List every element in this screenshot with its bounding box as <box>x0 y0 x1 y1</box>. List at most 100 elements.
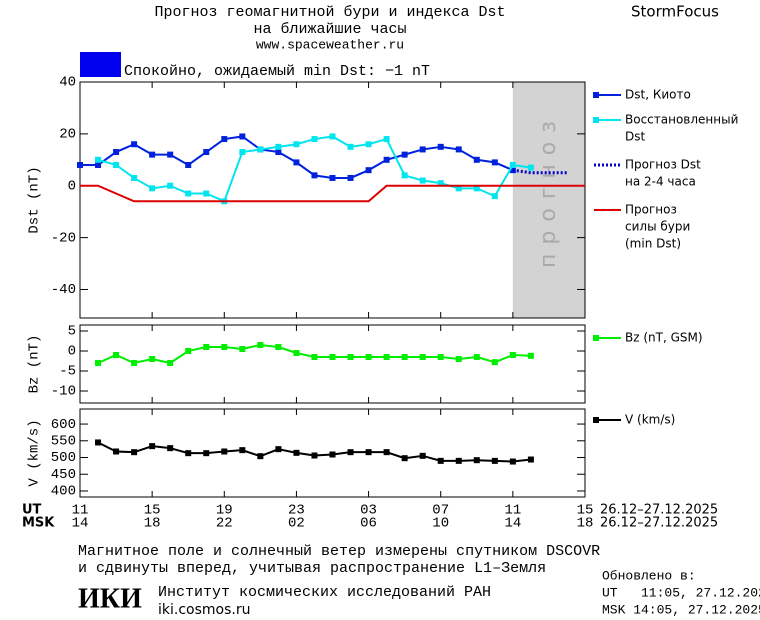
marker <box>95 161 102 168</box>
title: Прогноз геомагнитной бури и индекса Dst <box>154 4 505 21</box>
marker <box>383 136 390 143</box>
marker <box>257 342 264 348</box>
updated: UT 11:05, 27.12.2025 <box>602 585 760 600</box>
x-tick-label: 07 <box>432 503 449 519</box>
marker <box>365 167 372 174</box>
marker <box>311 452 318 459</box>
marker <box>293 159 300 166</box>
x-range-label: 26.12–27.12.2025 <box>600 503 718 518</box>
marker <box>95 439 102 446</box>
marker <box>167 182 174 189</box>
marker <box>419 177 426 184</box>
y-tick-label: 5 <box>68 324 76 340</box>
marker <box>491 193 498 200</box>
legend-marker <box>593 117 599 123</box>
forecast-region <box>512 82 585 318</box>
marker <box>167 360 174 366</box>
marker <box>383 354 390 360</box>
y-tick-label: 500 <box>51 450 76 466</box>
forecast-label: прогноз <box>536 112 561 268</box>
marker <box>95 360 102 366</box>
marker <box>347 174 354 181</box>
marker <box>293 449 300 456</box>
site: iki.cosmos.ru <box>158 602 250 618</box>
legend-marker <box>593 335 599 341</box>
marker <box>491 457 498 464</box>
note: и сдвинуты вперед, учитывая распростране… <box>78 560 546 577</box>
x-row-label: MSK <box>22 516 55 531</box>
marker <box>95 156 102 163</box>
x-tick-label: 14 <box>72 516 89 532</box>
marker <box>221 448 228 455</box>
marker <box>365 449 372 456</box>
marker <box>473 457 480 464</box>
y-tick-label: -5 <box>59 364 76 380</box>
x-range-label: 26.12–27.12.2025 <box>600 516 718 531</box>
y-tick-label: 450 <box>51 467 76 483</box>
y-axis-label: V (km/s) <box>27 419 43 486</box>
y-axis-label: Bz (nT) <box>27 335 43 394</box>
series-line <box>80 184 585 203</box>
marker <box>149 443 156 450</box>
x-row-label: UT <box>22 503 42 518</box>
series-line <box>97 135 532 203</box>
marker <box>401 455 408 462</box>
note: Магнитное поле и солнечный ветер измерен… <box>78 543 600 560</box>
marker <box>131 141 138 148</box>
x-tick-label: 22 <box>216 516 233 532</box>
status: Спокойно, ожидаемый min Dst: −1 nT <box>124 63 430 80</box>
marker <box>509 352 516 358</box>
y-tick-label: 0 <box>68 344 76 360</box>
x-tick-label: 19 <box>216 503 233 519</box>
marker <box>455 185 462 192</box>
legend-label: Прогноз <box>625 203 677 217</box>
y-tick-label: 0 <box>68 178 76 194</box>
marker <box>203 149 210 156</box>
marker <box>437 143 444 150</box>
updated: Обновлено в: <box>602 568 696 583</box>
marker <box>509 161 516 168</box>
marker <box>473 354 480 360</box>
marker <box>149 185 156 192</box>
x-tick-label: 14 <box>504 516 521 532</box>
marker <box>347 354 354 360</box>
status-box <box>80 52 121 77</box>
y-tick-label: 40 <box>59 75 76 91</box>
marker <box>401 151 408 158</box>
x-tick-label: 15 <box>577 503 594 519</box>
x-tick-label: 06 <box>360 516 377 532</box>
marker <box>473 156 480 163</box>
marker <box>383 156 390 163</box>
y-tick-label: -40 <box>51 282 76 298</box>
marker <box>383 449 390 456</box>
legend-label: Восстановленный <box>625 113 738 127</box>
marker <box>347 449 354 456</box>
marker <box>491 159 498 166</box>
marker <box>311 172 318 179</box>
marker <box>131 449 138 456</box>
marker <box>365 354 372 360</box>
marker <box>149 356 156 362</box>
marker <box>203 450 210 457</box>
marker <box>329 354 336 360</box>
marker <box>239 447 246 454</box>
legend-marker <box>593 417 599 423</box>
marker <box>311 136 318 143</box>
marker <box>329 451 336 458</box>
marker <box>293 350 300 356</box>
marker <box>185 450 192 457</box>
marker <box>203 344 210 350</box>
marker <box>239 149 246 156</box>
marker <box>401 354 408 360</box>
marker <box>401 172 408 179</box>
marker <box>185 190 192 197</box>
series-line <box>97 441 532 463</box>
x-tick-label: 11 <box>72 503 89 519</box>
marker <box>365 141 372 148</box>
marker <box>275 344 282 350</box>
marker <box>149 151 156 158</box>
marker <box>455 146 462 153</box>
series-line <box>512 168 567 175</box>
